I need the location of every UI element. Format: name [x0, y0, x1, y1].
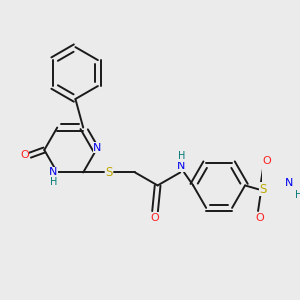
Text: N: N — [93, 143, 102, 153]
Text: N: N — [284, 178, 293, 188]
Text: O: O — [20, 150, 29, 160]
Text: N: N — [49, 167, 58, 178]
Text: S: S — [105, 166, 113, 179]
Text: H: H — [178, 152, 185, 161]
Text: S: S — [260, 183, 267, 196]
Text: O: O — [255, 213, 264, 223]
Text: H: H — [50, 177, 57, 187]
Text: H: H — [295, 190, 300, 200]
Text: O: O — [263, 156, 272, 166]
Text: O: O — [151, 213, 159, 223]
Text: N: N — [177, 161, 186, 171]
